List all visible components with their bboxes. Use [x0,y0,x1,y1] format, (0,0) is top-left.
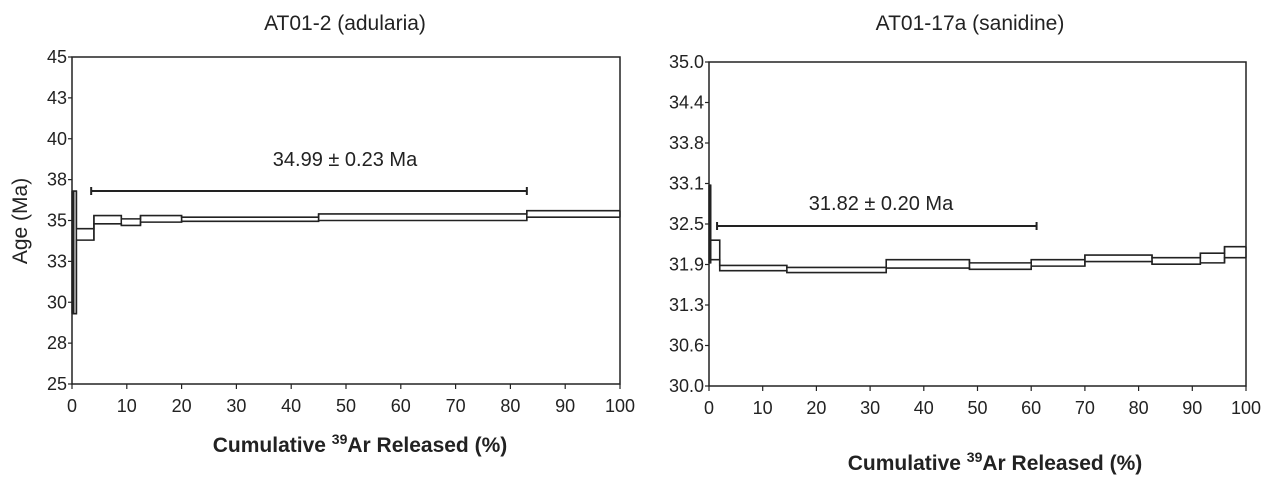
x-tick-label: 50 [967,398,987,418]
step-lower-bound [72,216,620,315]
x-tick-label: 30 [226,396,246,416]
plateau-age-label: 31.82 ± 0.20 Ma [809,193,954,215]
x-tick-label: 70 [446,396,466,416]
x-tick-label: 0 [704,398,714,418]
x-tick-label: 90 [555,396,575,416]
step-series [71,190,621,315]
x-axis-label-prefix: Cumulative [213,434,332,457]
chart-adularia: AT01-2 (adularia) Age (Ma) 0 10 20 30 40 50 60… [9,12,635,457]
x-tick-label: 10 [117,396,137,416]
x-tick-label: 30 [860,398,880,418]
x-tick-label: 50 [336,396,356,416]
y-tick-label: 28 [47,333,67,353]
step-series [708,184,1247,274]
y-tick-label: 33 [47,251,67,271]
y-tick-label: 32.5 [669,214,704,234]
y-tick-label: 30.6 [669,336,704,356]
x-tick-label: 70 [1075,398,1095,418]
step-upper-bound [72,190,620,230]
x-tick-label: 40 [281,396,301,416]
x-tick-labels: 0 10 20 30 40 50 60 70 80 90 100 [704,386,1261,418]
x-tick-label: 60 [1021,398,1041,418]
x-tick-label: 20 [806,398,826,418]
y-tick-labels: 30.0 30.6 31.3 31.9 32.5 33.1 33.8 34.4 35.0 [669,52,709,396]
y-tick-label: 38 [47,170,67,190]
y-tick-label: 34.4 [669,93,704,113]
x-tick-label: 10 [753,398,773,418]
x-axis-label-suffix: Ar Released (%) [347,434,507,457]
x-tick-label: 20 [172,396,192,416]
x-tick-label: 80 [1129,398,1149,418]
y-tick-label: 43 [47,88,67,108]
y-tick-label: 30 [47,292,67,312]
x-tick-label: 60 [391,396,411,416]
y-axis-label: Age (Ma) [9,178,32,264]
y-tick-label: 40 [47,129,67,149]
y-tick-label: 35.0 [669,52,704,72]
x-axis-label: Cumulative 39Ar Released (%) [848,449,1143,475]
x-tick-label: 90 [1182,398,1202,418]
x-tick-label: 0 [67,396,77,416]
x-tick-labels: 0 10 20 30 40 50 60 70 80 90 100 [67,384,635,416]
y-tick-label: 25 [47,374,67,394]
plot-frame [708,61,1247,387]
step-lower-bound [709,256,1246,274]
plot-frame [71,56,621,385]
y-tick-label: 35 [47,211,67,231]
x-axis-label: Cumulative 39Ar Released (%) [213,431,508,457]
y-tick-label: 31.9 [669,255,704,275]
plateau-age-label: 34.99 ± 0.23 Ma [273,149,418,171]
y-tick-label: 33.8 [669,133,704,153]
y-tick-label: 45 [47,47,67,67]
chart-sanidine: AT01-17a (sanidine) 0 10 20 30 40 50 60 70 80 90 1… [669,12,1261,475]
y-tick-label: 30.0 [669,376,704,396]
x-axis-label-suffix: Ar Released (%) [982,452,1142,475]
x-axis-label-isotope: 39 [967,449,983,465]
x-tick-label: 100 [1231,398,1261,418]
y-tick-label: 33.1 [669,174,704,194]
x-tick-label: 100 [605,396,635,416]
chart-title: AT01-2 (adularia) [264,12,426,35]
x-tick-label: 40 [914,398,934,418]
y-tick-labels: 25 28 30 33 35 38 40 43 45 [47,47,72,394]
y-tick-label: 31.3 [669,295,704,315]
chart-title: AT01-17a (sanidine) [876,12,1065,35]
x-axis-label-isotope: 39 [332,431,348,447]
x-axis-label-prefix: Cumulative [848,452,967,475]
x-tick-label: 80 [500,396,520,416]
